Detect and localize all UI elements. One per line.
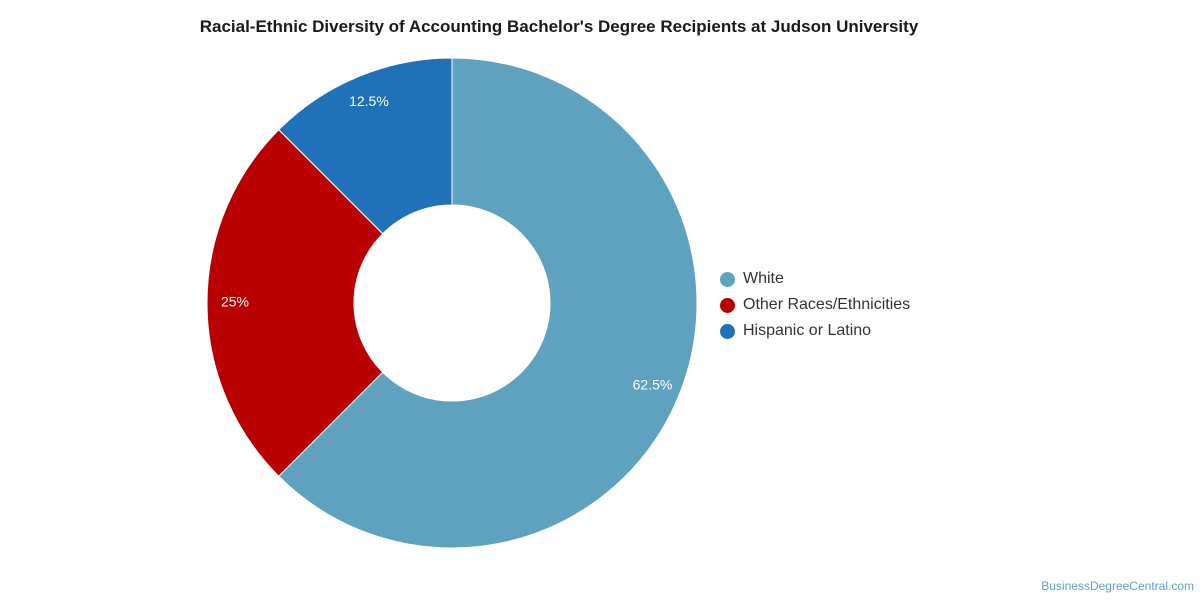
slice-label-other-races: 25% xyxy=(221,294,249,310)
legend-swatch-white xyxy=(720,271,735,287)
legend-label-white: White xyxy=(743,270,784,287)
slice-label-hispanic: 12.5% xyxy=(349,93,389,109)
slice-other-races[interactable] xyxy=(206,129,384,477)
legend-swatch-other-races xyxy=(720,297,735,313)
legend-label-hispanic: Hispanic or Latino xyxy=(743,322,872,339)
source-credit[interactable]: BusinessDegreeCentral.com xyxy=(1041,579,1194,593)
slice-white[interactable] xyxy=(278,57,698,549)
chart-legend: White Other Races/Ethnicities Hispanic o… xyxy=(720,266,910,344)
legend-item-white[interactable]: White xyxy=(720,266,910,292)
legend-label-other-races: Other Races/Ethnicities xyxy=(743,296,911,313)
legend-swatch-hispanic xyxy=(720,323,735,339)
slice-label-white: 62.5% xyxy=(633,377,673,393)
chart-title: Racial-Ethnic Diversity of Accounting Ba… xyxy=(199,17,919,36)
legend-item-hispanic[interactable]: Hispanic or Latino xyxy=(720,318,910,344)
legend-item-other-races[interactable]: Other Races/Ethnicities xyxy=(720,292,910,318)
slice-hispanic[interactable] xyxy=(278,57,453,235)
